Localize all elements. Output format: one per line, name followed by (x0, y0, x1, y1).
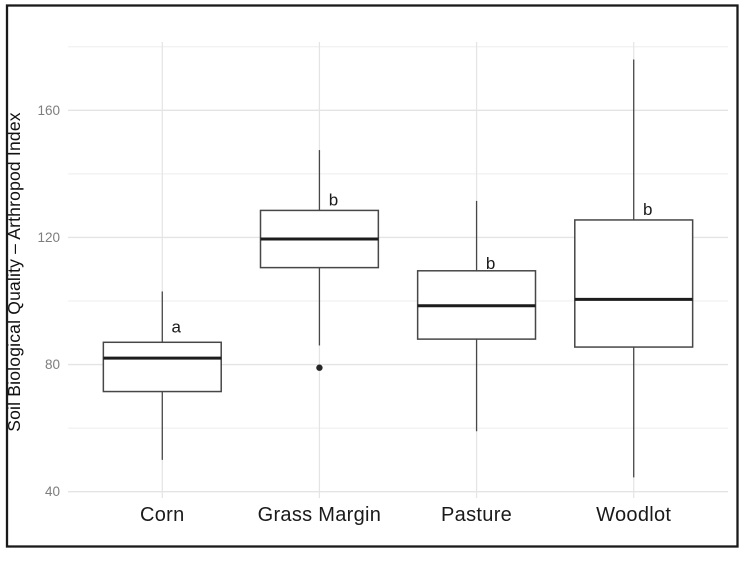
y-tick-label: 120 (37, 230, 60, 245)
x-axis-label-pasture: Pasture (441, 504, 512, 526)
x-axis-label-woodlot: Woodlot (596, 504, 671, 526)
x-axis-label-grass-margin: Grass Margin (258, 504, 382, 526)
box-corn (102, 341, 222, 393)
y-tick-label: 160 (37, 103, 60, 118)
y-axis-title: Soil Biological Quality – Arthropod Inde… (4, 112, 24, 432)
figure-border (5, 4, 739, 548)
outlier-point-grass-margin (316, 364, 323, 371)
box-woodlot (574, 219, 694, 348)
significance-letter-corn: a (172, 317, 182, 336)
significance-letter-pasture: b (486, 254, 495, 273)
x-axis-label-corn: Corn (140, 504, 185, 526)
y-tick-label: 80 (45, 357, 60, 372)
y-tick-label: 40 (45, 484, 60, 499)
significance-letter-grass-margin: b (329, 190, 338, 209)
plot-panel: 40 80 120 160 a Corn b Grass Margin b Pasture b Woo… (37, 42, 728, 526)
significance-letter-woodlot: b (643, 200, 652, 219)
